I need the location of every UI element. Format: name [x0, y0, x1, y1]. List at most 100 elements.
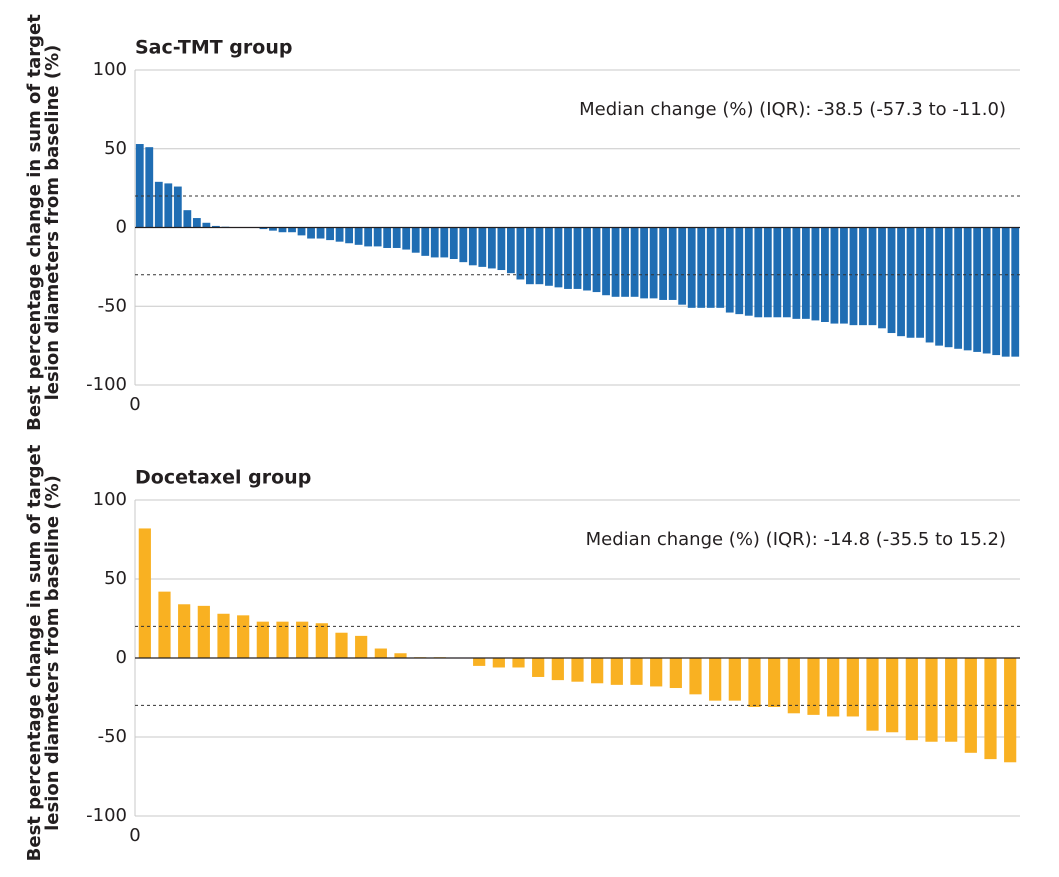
bar [1001, 227, 1010, 357]
y-axis-label: lesion diameters from baseline (%) [42, 475, 63, 831]
bar [591, 658, 604, 684]
bar [748, 658, 761, 707]
bar [237, 615, 250, 658]
bar [178, 604, 191, 658]
bar [846, 658, 859, 717]
bar [459, 227, 468, 263]
bar [468, 227, 477, 266]
bar [866, 658, 879, 731]
bar [763, 227, 772, 318]
bar [687, 227, 696, 308]
bar [259, 227, 268, 230]
bar [782, 227, 791, 318]
bar [982, 227, 991, 354]
bar [158, 591, 171, 658]
bar [610, 658, 623, 685]
bar [849, 227, 858, 326]
bar [602, 227, 610, 296]
median-annotation: Median change (%) (IQR): -38.5 (-57.3 to… [579, 99, 1006, 120]
bar [906, 227, 915, 338]
bar [925, 227, 934, 343]
bar [621, 227, 629, 297]
bar [787, 658, 800, 714]
x-tick-label: 0 [129, 394, 140, 415]
bar [564, 227, 572, 289]
bar [830, 227, 839, 324]
bar [801, 227, 810, 319]
bar [473, 658, 486, 666]
bar [211, 225, 220, 228]
bar [669, 658, 682, 689]
bar [354, 227, 363, 245]
bar [925, 658, 938, 742]
y-axis-label: lesion diameters from baseline (%) [42, 45, 63, 401]
bar [973, 227, 982, 352]
panel-title: Sac-TMT group [135, 37, 292, 59]
bar [135, 144, 144, 228]
bar [335, 632, 348, 658]
bar [551, 658, 564, 681]
bar [728, 658, 741, 701]
y-tick-label: -100 [86, 805, 127, 826]
bar [138, 528, 151, 658]
bar [421, 227, 430, 256]
bar [827, 658, 840, 717]
bar [945, 658, 958, 742]
y-axis-label: Best percentage change in sum of target [24, 14, 45, 431]
bar [668, 227, 677, 300]
bar [402, 227, 411, 250]
bar [535, 227, 544, 285]
bar [307, 227, 315, 239]
bar [278, 227, 287, 233]
bar [512, 658, 525, 668]
bar [164, 183, 173, 228]
bar [478, 227, 487, 267]
bar [256, 621, 269, 658]
bar [649, 227, 658, 299]
bar [897, 227, 905, 337]
bar [878, 227, 886, 329]
bar [192, 218, 201, 228]
bar [545, 227, 553, 286]
bar [297, 227, 306, 236]
bar [554, 227, 563, 288]
bar [640, 227, 649, 299]
bar [935, 227, 944, 346]
y-tick-label: 0 [116, 217, 127, 238]
bar [887, 227, 896, 334]
bar [811, 227, 820, 321]
x-tick-label: 0 [129, 825, 140, 846]
bar [1004, 658, 1017, 763]
bar [735, 227, 744, 315]
bar [364, 227, 373, 247]
bar [288, 227, 296, 233]
bar [202, 222, 211, 228]
bar [296, 621, 309, 658]
bar [840, 227, 848, 324]
bar [492, 658, 505, 668]
bar [573, 227, 582, 289]
y-tick-label: -50 [98, 726, 127, 747]
bar [449, 227, 458, 259]
bar [859, 227, 867, 326]
bar [944, 227, 953, 348]
bar [392, 227, 401, 248]
bar [886, 658, 899, 733]
bar [532, 658, 545, 677]
bar [411, 227, 420, 253]
bar [792, 227, 801, 319]
bar [868, 227, 877, 326]
bar [383, 227, 392, 248]
bar [197, 605, 210, 658]
bar [611, 227, 620, 297]
bar [678, 227, 687, 305]
bar [821, 227, 829, 322]
bar [276, 621, 289, 658]
bar [355, 635, 368, 658]
y-tick-label: 100 [93, 59, 127, 80]
bar [773, 227, 782, 318]
bar [650, 658, 663, 687]
bar [754, 227, 763, 318]
bar [145, 147, 154, 228]
